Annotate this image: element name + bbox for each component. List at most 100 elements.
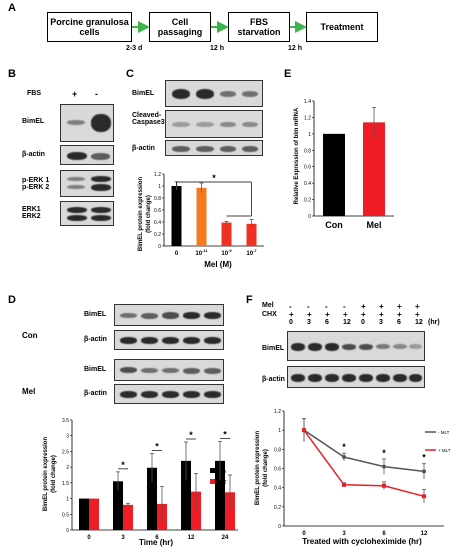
flow-arrows [132,21,307,33]
blot-label-bim-b: BimEL [22,118,45,125]
chart-d-y-tick-label: 0 [66,528,69,534]
chart-f-point [382,464,386,469]
chart-e-x-tick-label: Con [325,220,343,230]
chart-d-legend-swatch [210,479,215,484]
blot-label-actin-c: β-actin [132,145,155,152]
f-times-cell: 3 [307,319,311,326]
chart-d-bar [191,491,201,530]
f-mel-label: Mel [262,302,274,309]
chart-e-y-tick-label: 0.2 [304,198,311,204]
chart-c-xlabel: Mel (M) [204,260,232,269]
chart-c-ylabel-2: (fold change) [146,195,152,233]
chart-d-bar [113,481,123,530]
chart-d-ylabel-1: BimEL protein expression [43,437,49,512]
flow-step-4: Treatment [306,12,378,42]
chart-e-y-tick-label: 1.4 [304,99,311,105]
blot-group-con: Con [22,331,38,340]
chart-f-series-line [303,429,425,473]
chart-d-bar [79,498,89,530]
blot-label-caspase-c: Cleaved- Caspase3 [132,112,165,126]
blot-d-con-bim [114,304,224,326]
f-chx-cell: + [289,310,294,319]
flow-duration-1: 2-3 d [126,45,143,52]
f-chx-cell: + [343,310,348,319]
chart-f-y-tick-label: 0 [278,524,281,530]
blot-d-mel-actin [114,384,224,404]
chart-c-x-tick-label: 0 [175,251,179,257]
f-mel-cell: + [361,302,366,311]
chart-f-legend-label: + MLT [438,448,451,453]
blot-label-actin-d2: β-actin [84,390,107,397]
chart-c-y-tick-label: 1 [158,184,161,190]
chart-f: BimEL protein expression (fold change) 0… [255,409,451,546]
blot-label-perk-b: p-ERK 1 p-ERK 2 [22,177,50,191]
chart-d-sig-star: * [155,442,159,452]
chart-c: BimEL protein expression (fold change) 0… [138,172,264,269]
f-times-cell: 12 [343,319,351,326]
chart-f-point [302,428,306,433]
chart-f-point [422,469,426,474]
chart-d-bar [89,498,99,530]
chart-d-bar [147,467,157,530]
chart-f-y-tick-label: 1.2 [274,409,281,415]
chart-d-y-tick-label: 1.5 [62,481,69,487]
blot-d-mel-bim [114,359,224,381]
f-mel-cell: + [415,302,420,311]
blot-label-bim-d2: BimEL [84,366,107,373]
f-times-cell: 3 [379,319,383,326]
chart-f-y-tick-label: 0.8 [274,447,281,453]
chart-d-x-tick-label: 3 [121,535,125,541]
blot-b-actin [60,145,114,165]
panel-label-e: E [284,68,292,80]
chart-c-x-tick-label: 10-7 [246,248,257,257]
blot-label-actin-f: β-actin [262,376,285,383]
chart-d-sig-star: * [189,430,193,440]
chart-c-y-tick-label: 0.4 [154,220,161,226]
blot-b-bim [60,104,114,142]
f-chx-cell: + [397,310,402,319]
chart-f-y-tick-label: 0.6 [274,467,281,473]
flow-step-2: Cell passaging [149,12,211,42]
panel-label-a: A [8,2,16,14]
chart-e-y-tick-label: 1.2 [304,115,311,121]
chart-c-x-tick-label: 10-11 [195,248,208,257]
f-times-cell: 6 [397,319,401,326]
panel-label-b: B [8,68,16,80]
fbs-lane-minus: - [95,89,98,99]
chart-c-bar [246,223,257,246]
chart-f-sig-star: * [422,453,426,463]
flow-step-1: Porcine granulosa cells [47,12,132,42]
flow-duration-2: 12 h [210,45,225,52]
blot-label-actin-d1: β-actin [84,336,107,343]
chart-f-point [342,482,346,487]
blot-c-actin [165,140,263,156]
chart-f-point [342,455,346,459]
chart-f-sig-star: * [382,448,386,458]
blot-d-con-actin [114,330,224,350]
blot-label-actin-b: β-actin [22,151,45,158]
fbs-header: FBS [27,90,41,97]
f-mel-cell: - [325,302,328,311]
chart-d-sig-star: * [121,460,125,470]
chart-f-x-tick-label: 6 [382,531,386,537]
f-times-cell: 6 [325,319,329,326]
chart-d-x-tick-label: 6 [155,535,159,541]
chart-d-x-tick-label: 12 [188,535,195,541]
chart-d-ylabel-2: (fold change) [51,455,57,493]
chart-f-x-tick-label: 3 [342,531,346,537]
chart-f-y-tick-label: 1 [278,428,281,434]
chart-f-y-tick-label: 0.2 [274,505,281,511]
f-chx-cell: + [325,310,330,319]
blot-label-bim-d1: BimEL [84,311,107,318]
f-mel-cell: + [397,302,402,311]
chart-c-y-tick-label: 0.8 [154,196,161,202]
chart-d-legend-label: Con [217,469,226,475]
blot-c-bim [165,80,263,107]
chart-f-xlabel: Treated with cycloheximide (hr) [302,537,422,546]
f-chx-cell: + [307,310,312,319]
f-mel-cell: - [343,302,346,311]
chart-c-y-tick-label: 0.2 [154,232,161,238]
chart-d-y-tick-label: 2.5 [62,449,69,455]
chart-d-bar [215,460,225,530]
chart-c-bar [171,186,182,246]
